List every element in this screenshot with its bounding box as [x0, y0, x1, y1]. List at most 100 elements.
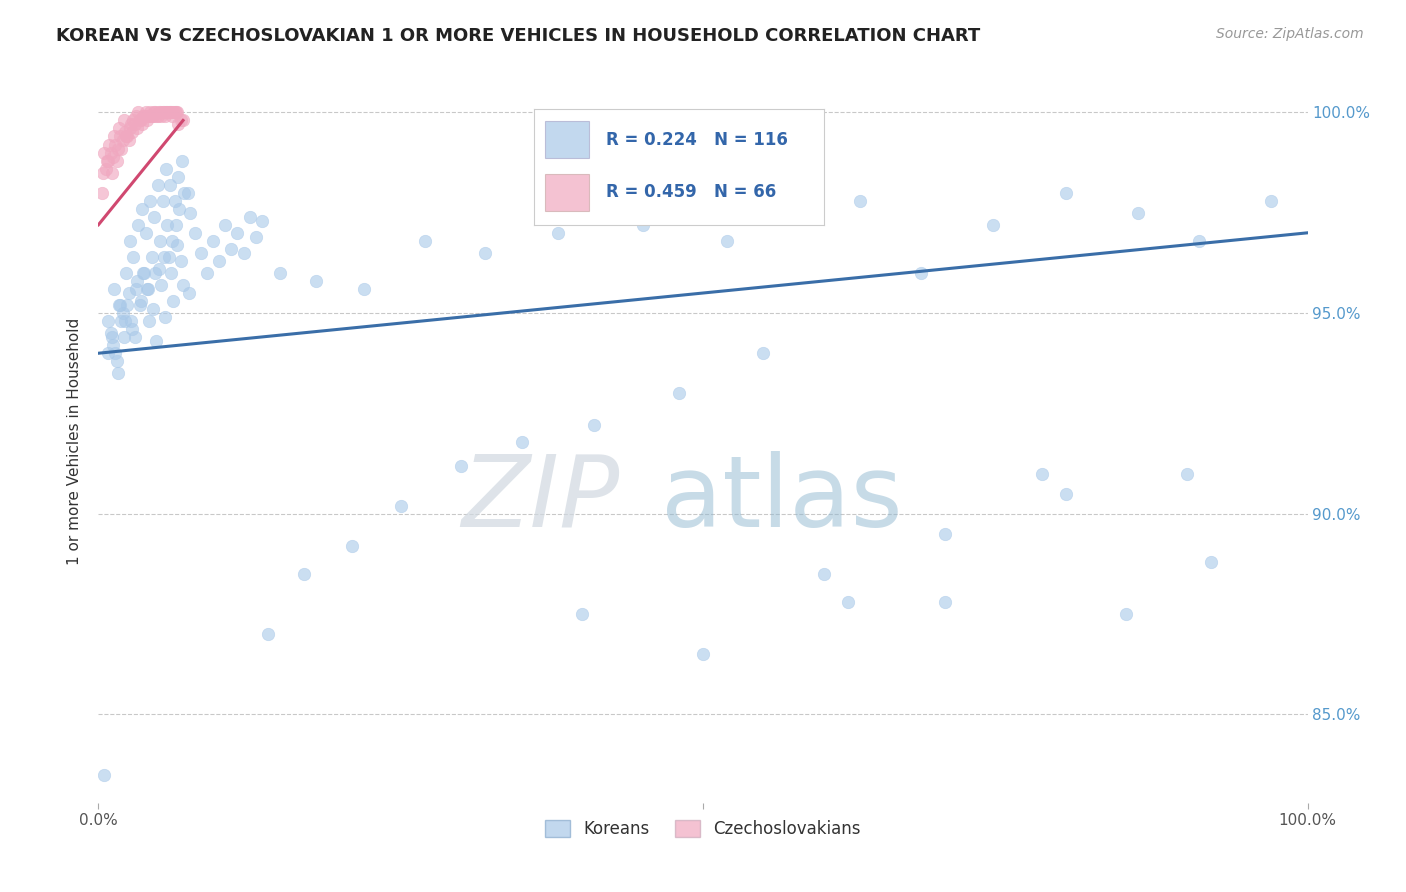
Point — [135, 282, 157, 296]
Point — [124, 118, 146, 132]
Point — [108, 121, 131, 136]
Point — [342, 539, 364, 553]
Point — [91, 166, 114, 180]
Point — [169, 113, 191, 128]
Point — [124, 330, 146, 344]
Point — [167, 169, 190, 184]
Point — [167, 118, 190, 132]
Point — [692, 648, 714, 662]
Point — [105, 354, 128, 368]
Point — [112, 330, 135, 344]
Point — [125, 282, 148, 296]
Point — [510, 434, 533, 449]
Point — [114, 314, 136, 328]
Point — [1054, 186, 1077, 200]
Point — [1175, 467, 1198, 481]
Point — [148, 105, 170, 120]
Point — [837, 595, 859, 609]
Point — [150, 110, 173, 124]
Point — [934, 526, 956, 541]
Point — [146, 178, 169, 192]
Point — [105, 153, 128, 168]
Point — [450, 458, 472, 473]
Point — [353, 282, 375, 296]
Point — [111, 134, 134, 148]
Point — [157, 250, 180, 264]
Point — [163, 105, 186, 120]
Point — [104, 346, 127, 360]
Point — [110, 314, 132, 328]
Point — [117, 298, 139, 312]
Point — [149, 234, 172, 248]
Point — [145, 334, 167, 349]
Text: KOREAN VS CZECHOSLOVAKIAN 1 OR MORE VEHICLES IN HOUSEHOLD CORRELATION CHART: KOREAN VS CZECHOSLOVAKIAN 1 OR MORE VEHI… — [56, 27, 980, 45]
Point — [98, 137, 121, 152]
Point — [172, 278, 194, 293]
Point — [226, 226, 249, 240]
Point — [159, 178, 181, 192]
Point — [101, 150, 124, 164]
Point — [413, 234, 436, 248]
Point — [97, 314, 120, 328]
Point — [169, 202, 191, 216]
Legend: Koreans, Czechoslovakians: Koreans, Czechoslovakians — [538, 814, 868, 845]
Point — [162, 105, 184, 120]
Point — [143, 210, 166, 224]
Point — [121, 126, 143, 140]
Point — [1031, 467, 1053, 481]
Point — [143, 105, 166, 120]
Point — [129, 294, 152, 309]
Point — [149, 105, 172, 120]
Point — [145, 110, 167, 124]
Point — [96, 153, 118, 168]
Y-axis label: 1 or more Vehicles in Household: 1 or more Vehicles in Household — [67, 318, 83, 566]
Point — [108, 129, 131, 144]
Point — [166, 105, 188, 120]
Point — [141, 250, 163, 264]
Point — [169, 254, 191, 268]
Point — [128, 298, 150, 312]
Point — [159, 105, 181, 120]
Point — [115, 266, 138, 280]
Point — [305, 274, 328, 288]
Point — [135, 105, 157, 120]
Point — [256, 627, 278, 641]
Point — [100, 166, 122, 180]
Point — [104, 137, 127, 152]
Point — [153, 310, 176, 325]
Point — [142, 302, 165, 317]
Point — [117, 129, 139, 144]
Point — [160, 110, 183, 124]
Point — [107, 367, 129, 381]
Point — [173, 186, 195, 200]
Point — [571, 607, 593, 622]
Point — [101, 338, 124, 352]
Point — [152, 194, 174, 208]
Point — [103, 129, 125, 144]
Point — [97, 153, 120, 168]
Point — [250, 214, 273, 228]
Point — [112, 113, 135, 128]
Point — [239, 210, 262, 224]
Point — [134, 266, 156, 280]
Point — [122, 250, 145, 264]
Point — [184, 226, 207, 240]
Point — [127, 105, 149, 120]
Point — [292, 567, 315, 582]
Point — [122, 113, 145, 128]
Point — [1054, 487, 1077, 501]
Point — [136, 282, 159, 296]
Point — [156, 218, 179, 232]
Point — [118, 234, 141, 248]
Point — [789, 206, 811, 220]
Point — [121, 322, 143, 336]
Point — [177, 186, 200, 200]
Point — [155, 161, 177, 176]
Point — [155, 105, 177, 120]
Point — [981, 218, 1004, 232]
Point — [1260, 194, 1282, 208]
Point — [111, 306, 134, 320]
Point — [107, 142, 129, 156]
Point — [139, 105, 162, 120]
Point — [120, 314, 142, 328]
